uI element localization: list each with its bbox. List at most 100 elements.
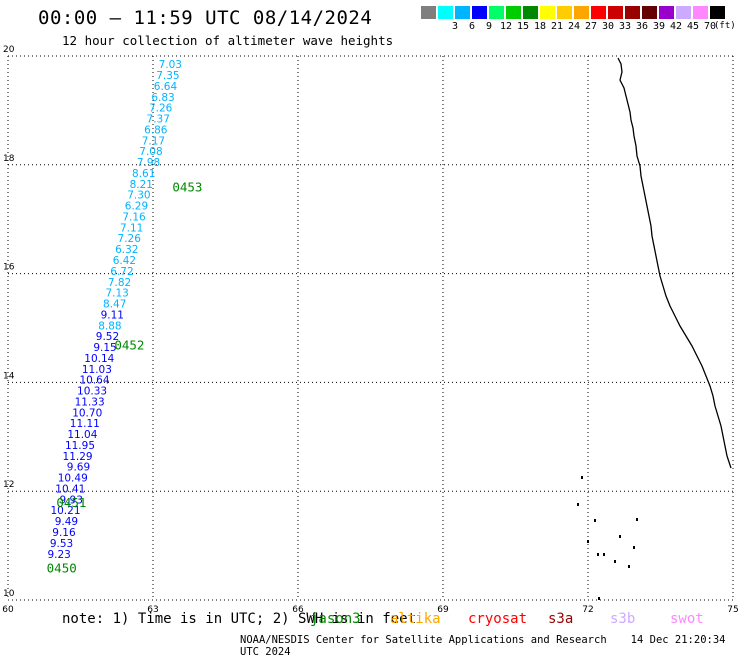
lat-tick-label: 12 <box>3 480 14 490</box>
mission-s3b: s3b <box>610 611 636 627</box>
wave-height-value: 7.08 <box>139 146 162 158</box>
lat-lon-grid <box>7 55 734 601</box>
legend-swatch <box>625 6 640 19</box>
wave-height-value: 6.29 <box>125 201 148 213</box>
pass-id-label: 0452 <box>114 337 144 352</box>
legend-swatch <box>591 6 606 19</box>
legend-swatch <box>710 6 725 19</box>
islet <box>614 560 616 563</box>
legend-swatch <box>540 6 555 19</box>
wave-height-value: 9.15 <box>93 342 116 354</box>
legend-label: 24 <box>568 21 581 32</box>
pass-id-label: 0451 <box>56 495 86 510</box>
axis-tick-labels: 60 63 66 69 72 75 10 12 14 16 18 20 <box>2 45 738 615</box>
wave-height-value: 8.88 <box>98 320 121 332</box>
legend-label: 12 <box>500 21 513 32</box>
wave-height-value: 11.29 <box>63 451 93 463</box>
lon-tick-label: 66 <box>292 605 304 615</box>
lon-tick-label: 72 <box>582 605 593 615</box>
legend-label: 15 <box>517 21 530 32</box>
wave-height-value: 7.82 <box>108 277 131 289</box>
mission-cryosat: cryosat <box>468 611 528 627</box>
wave-height-value: 6.86 <box>144 124 168 136</box>
mission-altika: altika <box>390 611 441 627</box>
lon-tick-label: 75 <box>727 605 738 615</box>
pass-id-label: 0453 <box>172 180 202 195</box>
map-subtitle: 12 hour collection of altimeter wave hei… <box>62 33 394 48</box>
legend-swatch <box>523 6 538 19</box>
wave-height-value: 11.04 <box>67 429 97 441</box>
wave-height-value: 7.30 <box>127 190 150 202</box>
legend-swatch <box>489 6 504 19</box>
wave-height-value: 6.83 <box>151 92 174 104</box>
islet <box>597 553 599 556</box>
wave-height-value: 7.16 <box>122 211 146 223</box>
pass-id-label: 0450 <box>47 560 77 575</box>
wave-height-value: 10.49 <box>58 473 88 485</box>
islet <box>594 519 596 522</box>
wave-height-labels: 7.037.356.646.837.267.376.867.177.087.98… <box>47 59 182 561</box>
legend-swatch <box>608 6 623 19</box>
wave-height-value: 8.21 <box>130 179 153 191</box>
legend-label: 21 <box>551 21 564 32</box>
wave-height-value: 9.53 <box>50 538 73 550</box>
islet <box>636 518 638 521</box>
wave-height-value: 7.35 <box>156 70 179 82</box>
coastline <box>577 57 732 600</box>
wave-height-value: 9.93 <box>60 494 83 506</box>
wave-height-value: 8.47 <box>103 299 126 311</box>
legend-label: 6 <box>469 21 476 32</box>
wave-height-value: 8.61 <box>132 168 155 180</box>
lat-tick-label: 18 <box>3 154 15 164</box>
legend-label: 36 <box>636 21 649 32</box>
wave-height-value: 10.70 <box>72 407 102 419</box>
coastline-line <box>617 57 732 469</box>
islet <box>603 553 605 556</box>
legend-swatch <box>438 6 453 19</box>
legend-swatch <box>557 6 572 19</box>
mission-jason3: jason3 <box>310 611 361 627</box>
legend-swatch <box>472 6 487 19</box>
islet <box>633 546 635 549</box>
wave-height-value: 9.49 <box>55 516 78 528</box>
wave-height-value: 10.14 <box>84 353 114 365</box>
wave-height-value: 11.03 <box>82 364 112 376</box>
legend-swatch <box>574 6 589 19</box>
lat-tick-label: 16 <box>3 263 15 273</box>
islet <box>581 476 583 479</box>
pass-labels: 0450 0451 0452 0453 <box>47 180 203 576</box>
wave-height-value: 7.17 <box>142 135 165 147</box>
wave-height-value: 7.26 <box>149 103 173 115</box>
wave-height-value: 7.26 <box>118 233 142 245</box>
lat-tick-label: 10 <box>3 589 15 599</box>
wave-height-value: 10.33 <box>77 386 107 398</box>
lon-tick-label: 69 <box>437 605 449 615</box>
lon-tick-label: 63 <box>147 605 158 615</box>
wave-height-value: 7.03 <box>159 59 182 71</box>
wave-height-value: 7.37 <box>147 114 170 126</box>
wave-height-value: 7.11 <box>120 222 143 234</box>
wave-height-value: 11.95 <box>65 440 95 452</box>
legend-swatch <box>676 6 691 19</box>
lat-tick-label: 20 <box>3 45 15 55</box>
wave-height-value: 9.52 <box>96 331 119 343</box>
note-text: note: 1) Time is in UTC; 2) SWH is in fe… <box>62 611 417 627</box>
lat-tick-label: 14 <box>3 371 15 381</box>
wave-height-value: 6.64 <box>154 81 178 93</box>
wave-height-value: 7.98 <box>137 157 160 169</box>
mission-swot: swot <box>670 611 704 627</box>
islet <box>577 503 579 506</box>
wave-height-value: 7.13 <box>105 288 128 300</box>
wave-height-value: 9.16 <box>52 527 76 539</box>
wave-height-value: 9.23 <box>47 549 70 561</box>
legend-label: 3 <box>452 21 459 32</box>
wave-height-value: 9.11 <box>101 309 124 321</box>
legend-label: 70 <box>704 21 717 32</box>
legend-swatch <box>421 6 436 19</box>
mission-s3a: s3a <box>548 611 574 627</box>
wave-height-value: 10.21 <box>50 505 80 517</box>
map-title: 00:00 – 11:59 UTC 08/14/2024 <box>38 7 373 29</box>
wave-height-value: 11.33 <box>75 396 105 408</box>
islet <box>587 540 589 543</box>
legend-label: 30 <box>602 21 615 32</box>
